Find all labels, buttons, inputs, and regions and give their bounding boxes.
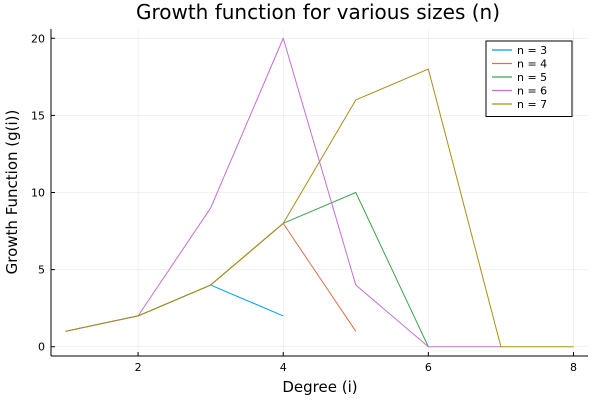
chart-title: Growth function for various sizes (n) (136, 0, 500, 24)
y-axis-label: Growth Function (g(i)) (3, 110, 21, 275)
y-tick-label: 0 (38, 341, 45, 354)
y-tick-label: 10 (31, 187, 45, 200)
legend-label: n = 4 (517, 58, 547, 71)
x-tick-label: 2 (135, 361, 142, 374)
series-line-2 (65, 222, 357, 332)
series-line-5 (65, 68, 574, 348)
y-tick-label: 15 (31, 109, 45, 122)
y-tick-label: 5 (38, 264, 45, 277)
axes (50, 29, 588, 357)
legend: n = 3n = 4n = 5n = 6n = 7 (485, 40, 573, 117)
series-lines (65, 37, 574, 348)
y-tick-label: 20 (31, 32, 45, 45)
legend-label: n = 6 (517, 85, 547, 98)
legend-label: n = 5 (517, 71, 547, 84)
x-tick-label: 8 (570, 361, 577, 374)
legend-label: n = 3 (517, 44, 547, 57)
tick-labels: 2 4 6 8 0 5 10 15 20 (31, 32, 577, 374)
legend-label: n = 7 (517, 98, 547, 111)
x-axis-label: Degree (i) (282, 378, 357, 396)
x-tick-label: 6 (425, 361, 432, 374)
x-tick-label: 4 (280, 361, 287, 374)
grid (51, 29, 588, 356)
